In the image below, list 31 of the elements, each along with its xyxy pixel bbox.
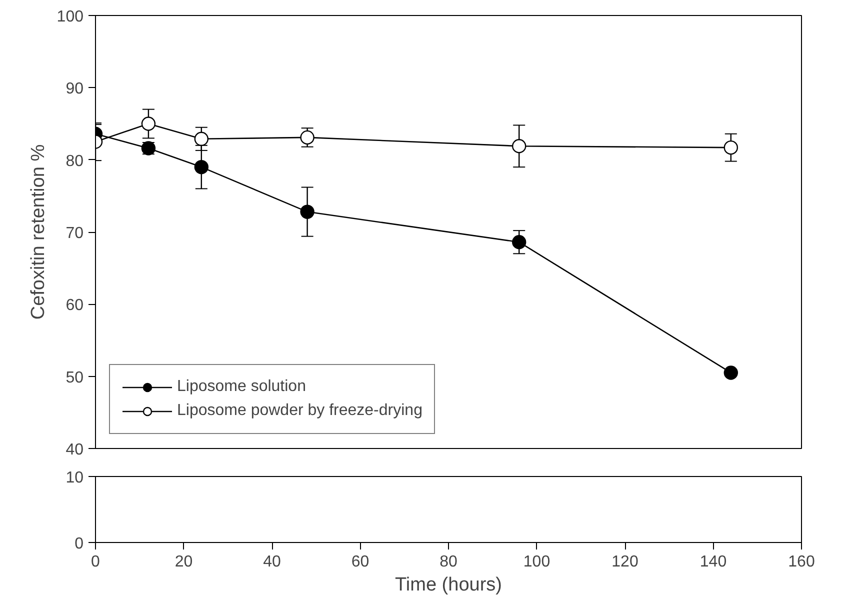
point	[512, 139, 526, 154]
x-tick-label: 160	[788, 554, 815, 570]
y-tick-label: 90	[66, 80, 84, 98]
legend-label: Liposome powder by freeze-drying	[177, 402, 422, 420]
x-tick-label: 20	[174, 554, 193, 570]
y-tick-label: 80	[66, 152, 84, 170]
y-tick-label: 60	[66, 297, 84, 314]
x-tick-label: 120	[612, 554, 638, 570]
y-tick-label: 70	[66, 225, 84, 242]
point	[141, 116, 156, 131]
point	[194, 132, 208, 146]
point	[194, 160, 208, 174]
point	[724, 140, 738, 155]
x-tick-label: 40	[263, 554, 281, 570]
x-axis-title: Time (hours)	[395, 574, 502, 596]
x-tick-label: 100	[523, 554, 550, 570]
x-tick-label: 80	[440, 554, 458, 570]
y-tick-label: 10	[66, 470, 84, 486]
x-tick-label: 0	[91, 554, 100, 570]
x-tick-label: 140	[700, 554, 727, 570]
y-tick-label: 100	[56, 8, 84, 26]
y-tick-label: 40	[66, 442, 84, 458]
point	[724, 366, 738, 380]
y-tick-label: 0	[74, 536, 84, 552]
point	[300, 204, 314, 219]
point	[512, 235, 526, 250]
y-axis-title: Cefoxitin retention %	[28, 144, 49, 320]
point	[300, 130, 314, 145]
x-tick-label: 60	[351, 554, 370, 570]
legend-label: Liposome solution	[177, 378, 306, 396]
y-tick-label: 50	[66, 369, 84, 386]
